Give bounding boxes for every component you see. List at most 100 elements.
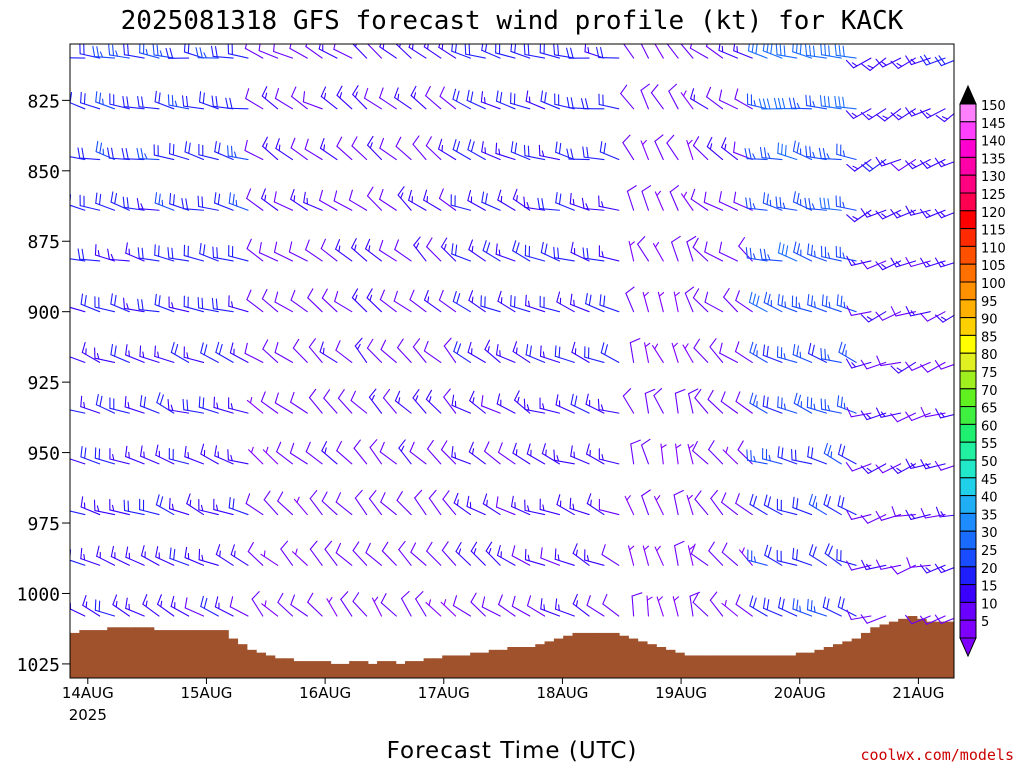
- wind-barb: [554, 598, 575, 617]
- surface-column: [851, 638, 862, 678]
- wind-barb: [600, 342, 620, 363]
- surface-column: [293, 661, 304, 678]
- wind-barb: [368, 490, 383, 516]
- wind-barb: [197, 297, 219, 313]
- wind-barb: [555, 141, 575, 161]
- wind-barb: [96, 545, 116, 566]
- wind-barb: [484, 441, 501, 465]
- wind-barb: [599, 294, 620, 313]
- wind-barb: [496, 393, 516, 414]
- x-tick-label: 21AUG: [892, 684, 944, 702]
- surface-column: [888, 621, 899, 678]
- colorbar-box: [959, 299, 977, 319]
- wind-barb: [152, 44, 175, 59]
- surface-column: [823, 647, 834, 678]
- colorbar-label: 130: [981, 170, 1006, 185]
- wind-barb: [320, 86, 338, 110]
- wind-barb: [170, 341, 190, 363]
- wind-barb: [846, 305, 872, 316]
- wind-barb: [775, 196, 798, 211]
- wind-barb: [335, 239, 353, 262]
- colorbar-box: [959, 228, 977, 247]
- colorbar-box: [959, 388, 977, 408]
- surface-column: [172, 630, 183, 678]
- colorbar-box: [959, 530, 977, 550]
- wind-barb: [554, 548, 575, 566]
- wind-barb: [540, 598, 561, 617]
- wind-barb: [165, 47, 190, 59]
- surface-column: [488, 649, 499, 678]
- wind-barb: [368, 388, 383, 414]
- surface-column: [88, 630, 99, 678]
- wind-barb: [747, 549, 768, 566]
- wind-barb: [352, 592, 368, 617]
- wind-barb: [261, 86, 279, 110]
- wind-barb: [70, 510, 86, 516]
- wind-barb: [511, 545, 531, 566]
- colorbar-label: 5: [981, 615, 989, 630]
- wind-barb: [308, 388, 323, 414]
- wind-barb: [229, 596, 249, 617]
- wind-barb: [451, 44, 472, 59]
- wind-barb: [680, 44, 694, 59]
- wind-barb: [107, 248, 130, 262]
- surface-column: [795, 652, 806, 678]
- wind-barb: [624, 495, 635, 516]
- wind-barb: [95, 394, 116, 414]
- wind-barb: [498, 594, 516, 617]
- wind-barb: [110, 343, 130, 363]
- x-tick-label: 16AUG: [299, 684, 351, 702]
- wind-barb: [228, 245, 249, 262]
- wind-barb: [642, 291, 650, 313]
- wind-barb: [738, 547, 753, 566]
- wind-barb: [733, 191, 753, 211]
- wind-barb: [452, 595, 472, 617]
- wind-barb: [153, 144, 175, 161]
- wind-barb: [819, 95, 842, 110]
- wind-barb: [704, 291, 724, 313]
- wind-barb: [169, 547, 190, 566]
- wind-barb: [70, 156, 86, 161]
- wind-barb: [525, 344, 546, 363]
- wind-barb: [124, 445, 145, 465]
- wind-barb: [495, 496, 516, 516]
- wind-barb: [820, 245, 842, 262]
- wind-barb: [200, 342, 219, 363]
- wind-barb: [690, 88, 709, 110]
- wind-barb: [228, 397, 249, 414]
- wind-barb: [860, 463, 887, 474]
- wind-barb: [154, 192, 175, 211]
- wind-barb: [631, 592, 643, 617]
- wind-barb: [423, 340, 442, 363]
- wind-barb: [656, 596, 664, 617]
- colorbar-label: 55: [981, 437, 998, 452]
- wind-barb: [510, 495, 531, 516]
- wind-barb: [860, 108, 887, 121]
- wind-barb: [693, 338, 709, 363]
- wind-barb: [123, 499, 145, 516]
- wind-barb: [198, 91, 219, 110]
- surface-column: [451, 655, 462, 678]
- wind-barb: [211, 297, 234, 313]
- wind-barb: [745, 197, 768, 211]
- wind-barb: [244, 342, 264, 363]
- wind-barb: [708, 440, 724, 465]
- wind-barb: [846, 255, 872, 266]
- wind-barb: [823, 442, 842, 465]
- wind-barb: [481, 44, 501, 59]
- surface-column: [367, 663, 378, 678]
- wind-barb: [540, 241, 561, 262]
- wind-barb: [495, 90, 516, 110]
- wind-barb: [382, 388, 397, 414]
- wind-barb: [70, 361, 71, 363]
- y-tick-label: 1000: [17, 584, 60, 605]
- wind-barb: [125, 242, 145, 262]
- wind-barb: [710, 489, 724, 516]
- wind-barb: [309, 490, 323, 516]
- wind-barb: [290, 594, 308, 617]
- wind-barb: [905, 107, 931, 117]
- wind-barb: [95, 192, 116, 211]
- wind-barb: [919, 208, 946, 219]
- wind-barb: [749, 493, 768, 516]
- colorbar-label: 60: [981, 419, 998, 434]
